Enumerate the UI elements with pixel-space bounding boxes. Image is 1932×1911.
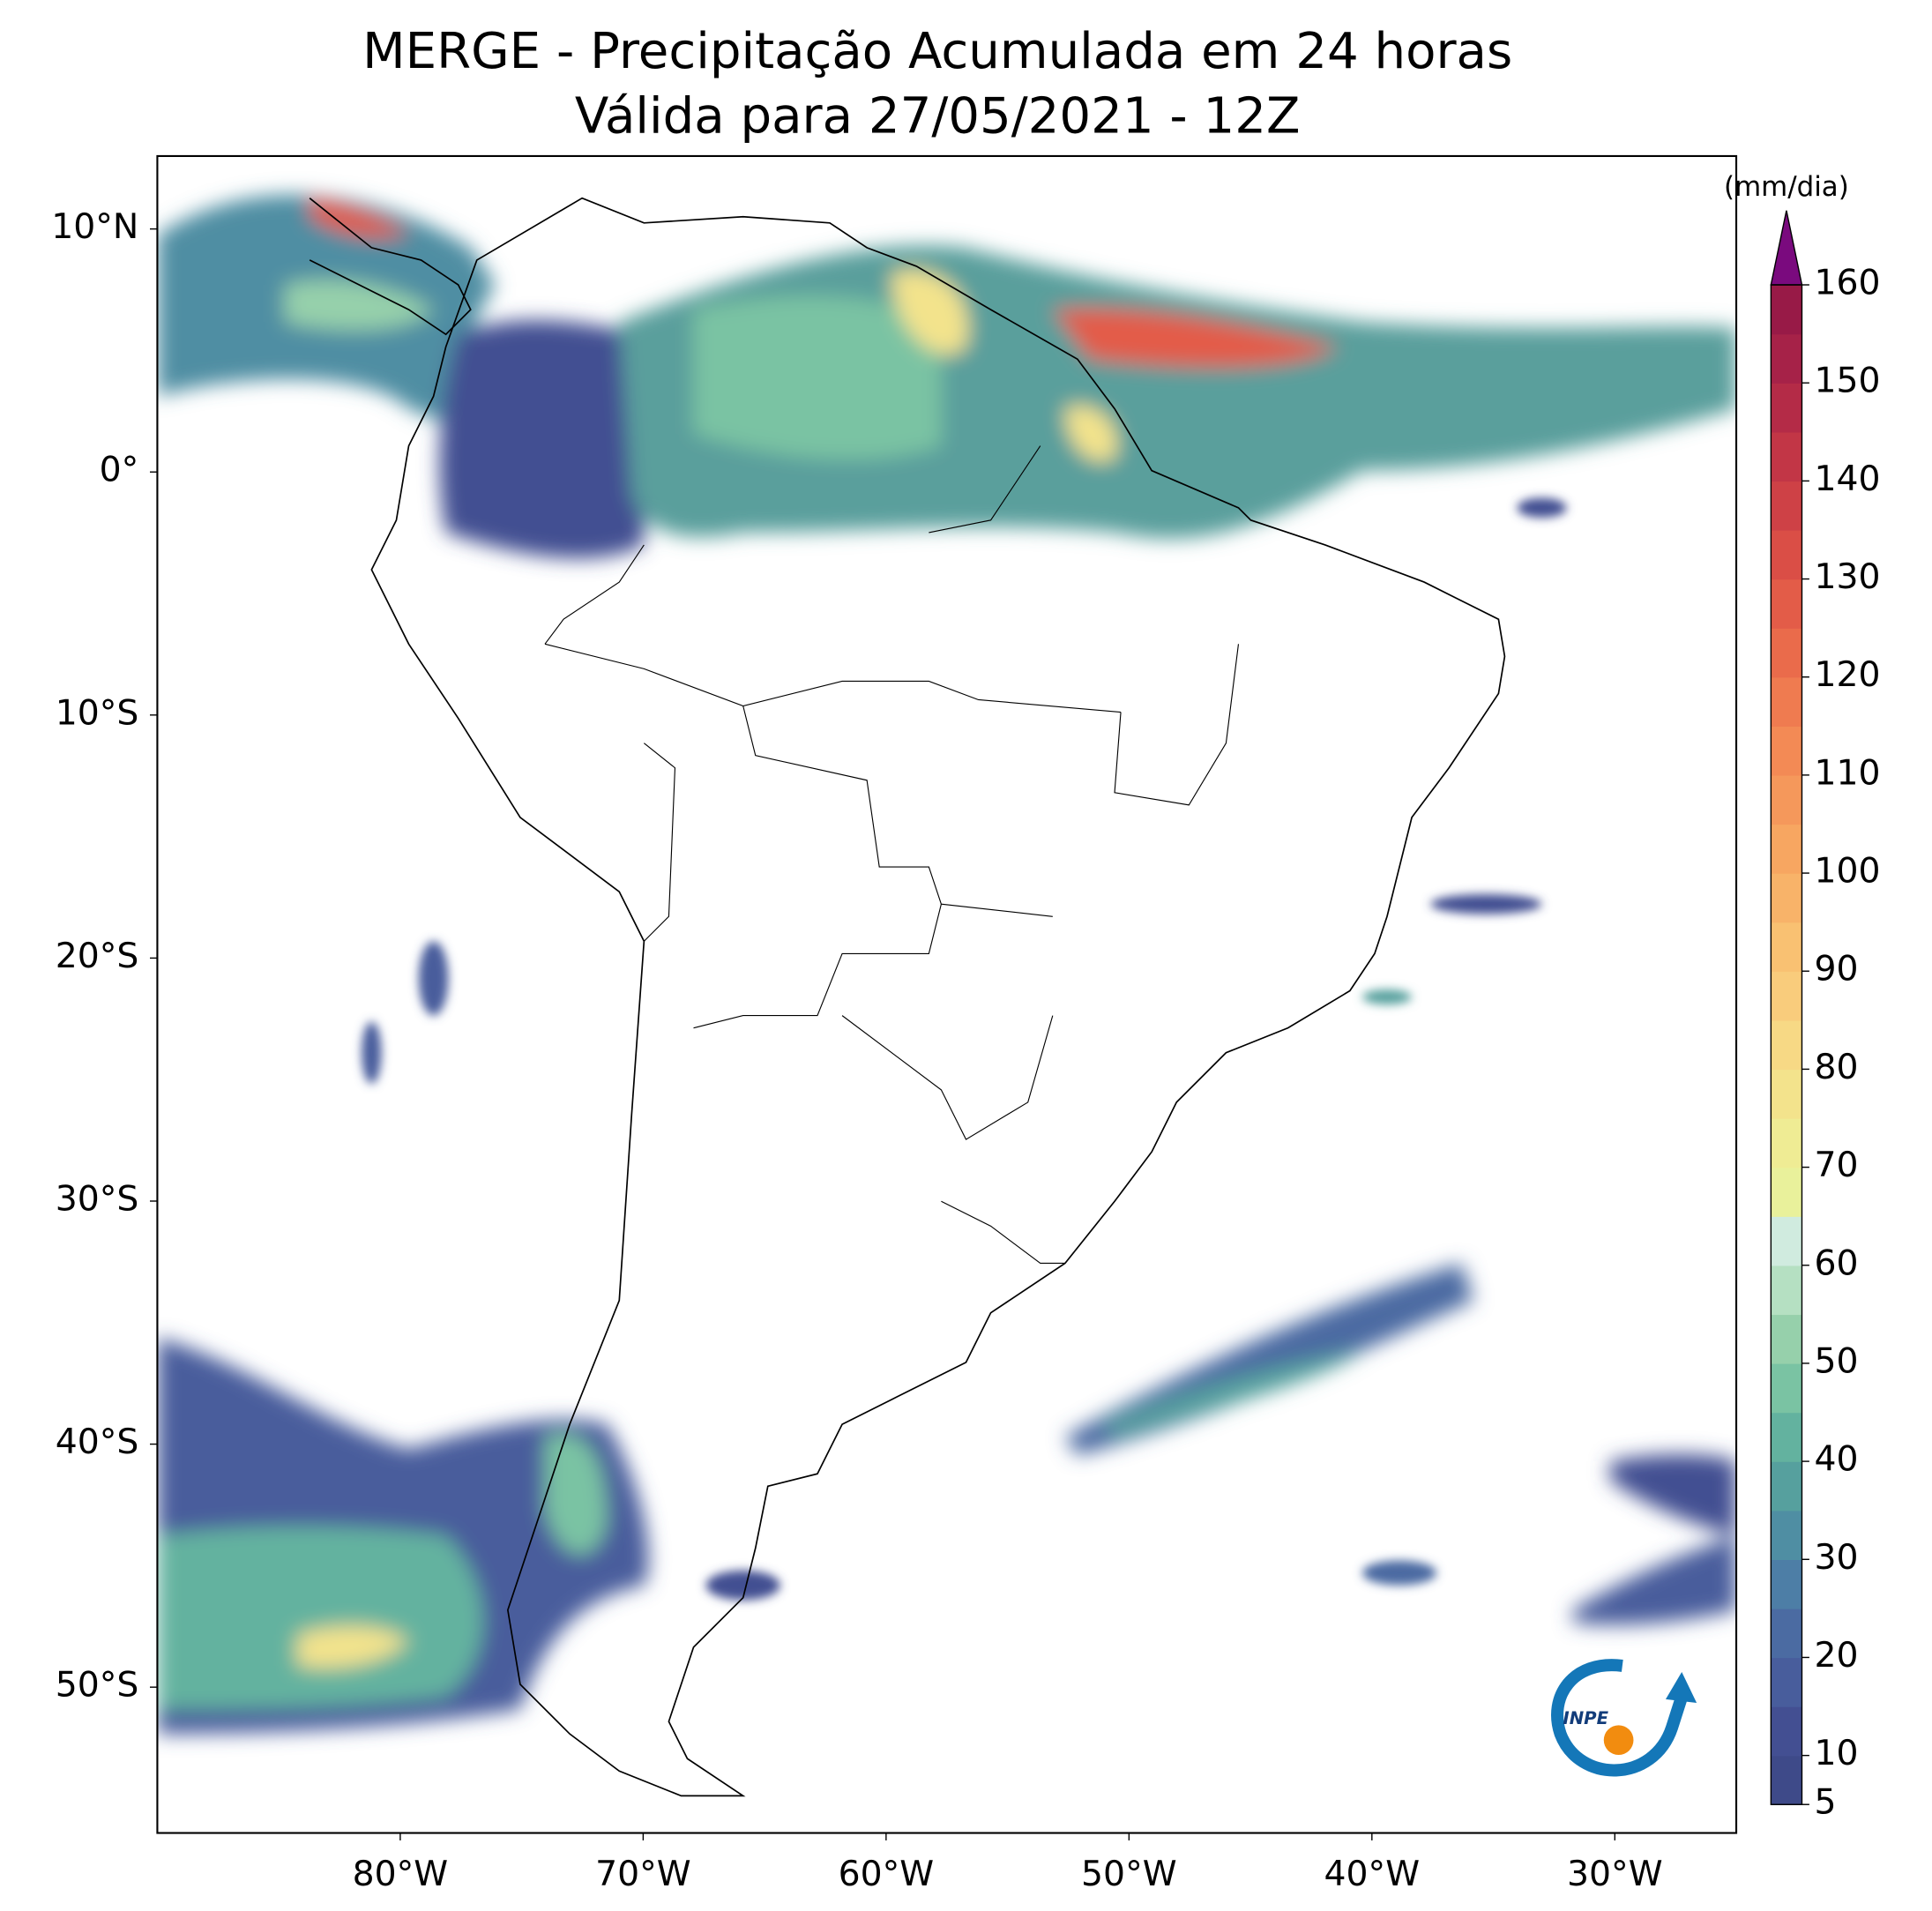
colorbar-label: (mm/dia) — [1724, 171, 1849, 203]
colorbar-tick-label: 30 — [1815, 1538, 1859, 1578]
colorbar-band — [1771, 1069, 1802, 1119]
x-tick-label: 60°W — [839, 1855, 935, 1894]
colorbar-band — [1771, 676, 1802, 728]
colorbar-band — [1771, 431, 1802, 482]
precipitation-field — [157, 194, 1737, 1735]
colorbar-band — [1771, 971, 1802, 1021]
colorbar-band — [1771, 774, 1802, 825]
colorbar-tick-label: 50 — [1815, 1341, 1859, 1381]
borders — [544, 445, 1240, 1265]
colorbar-tick-label: 120 — [1815, 655, 1881, 695]
colorbar-tick-label: 90 — [1815, 950, 1859, 989]
logo-dot — [1603, 1725, 1634, 1756]
y-tick-label: 50°S — [56, 1666, 139, 1706]
logo-arrow — [1665, 1671, 1697, 1704]
colorbar-band — [1771, 1608, 1802, 1659]
colorbar-tick-label: 10 — [1815, 1734, 1859, 1773]
colorbar-band — [1771, 1510, 1802, 1560]
map-subtitle: Válida para 27/05/2021 - 12Z — [575, 87, 1301, 145]
colorbar-band — [1771, 529, 1802, 580]
colorbar-band — [1771, 1167, 1802, 1217]
x-tick-label: 80°W — [353, 1855, 449, 1894]
colorbar-frame — [1770, 284, 1803, 1805]
y-tick-label: 30°S — [56, 1179, 139, 1219]
colorbar-tick-label: 80 — [1815, 1048, 1859, 1087]
x-tick-label: 40°W — [1324, 1855, 1421, 1894]
colorbar-band — [1771, 1657, 1802, 1707]
coastlines — [309, 197, 1506, 1797]
colorbar-band — [1771, 579, 1802, 629]
colorbar-tick-label: 160 — [1815, 264, 1881, 303]
x-tick-label: 70°W — [595, 1855, 691, 1894]
logo-text: INPE — [1563, 1708, 1608, 1728]
colorbar-band — [1771, 1461, 1802, 1512]
colorbar-band — [1771, 1706, 1802, 1757]
colorbar-band — [1771, 873, 1802, 923]
colorbar-band — [1771, 824, 1802, 874]
colorbar-tick-label: 140 — [1815, 459, 1881, 499]
y-tick-label: 20°S — [56, 937, 139, 976]
logo-swoosh — [1551, 1659, 1688, 1777]
colorbar-band — [1771, 1265, 1802, 1316]
x-tick-label: 30°W — [1567, 1855, 1663, 1894]
colorbar-tick-label: 20 — [1815, 1636, 1859, 1676]
colorbar-band — [1771, 726, 1802, 776]
colorbar-band — [1771, 481, 1802, 531]
y-tick-label: 10°N — [51, 207, 138, 247]
colorbar-band — [1771, 1314, 1802, 1364]
colorbar-tick-label: 70 — [1815, 1146, 1859, 1185]
colorbar-tick-label: 150 — [1815, 362, 1881, 401]
y-tick-label: 10°S — [56, 693, 139, 733]
x-tick-label: 50°W — [1081, 1855, 1177, 1894]
colorbar-tick-label: 100 — [1815, 852, 1881, 892]
colorbar-tick-label: 40 — [1815, 1440, 1859, 1480]
y-tick-label: 40°S — [56, 1422, 139, 1462]
colorbar-band — [1771, 383, 1802, 433]
colorbar-tick-label: 60 — [1815, 1243, 1859, 1283]
colorbar-band — [1771, 285, 1802, 335]
map-frame — [156, 154, 1738, 1834]
colorbar-band — [1771, 628, 1802, 678]
precipitation-cells — [362, 497, 1567, 1601]
map-area — [157, 194, 1737, 1797]
y-tick-label: 0° — [100, 451, 139, 490]
colorbar-band — [1771, 333, 1802, 384]
colorbar-band — [1771, 1559, 1802, 1609]
colorbar-extend — [1770, 210, 1803, 286]
colorbar-tick-label: 130 — [1815, 557, 1881, 597]
inpe-logo: INPE — [1551, 1659, 1697, 1777]
colorbar-band — [1771, 1216, 1802, 1266]
colorbar-band — [1771, 922, 1802, 972]
colorbar-band — [1771, 1362, 1802, 1414]
colorbar-tick-label: 110 — [1815, 753, 1881, 793]
map-title: MERGE - Precipitação Acumulada em 24 hor… — [362, 23, 1512, 80]
colorbar-band — [1771, 1117, 1802, 1168]
colorbar-tick-label: 5 — [1815, 1783, 1837, 1823]
colorbar-band — [1771, 1412, 1802, 1462]
colorbar-band — [1771, 1019, 1802, 1071]
colorbar-band — [1771, 1755, 1802, 1805]
